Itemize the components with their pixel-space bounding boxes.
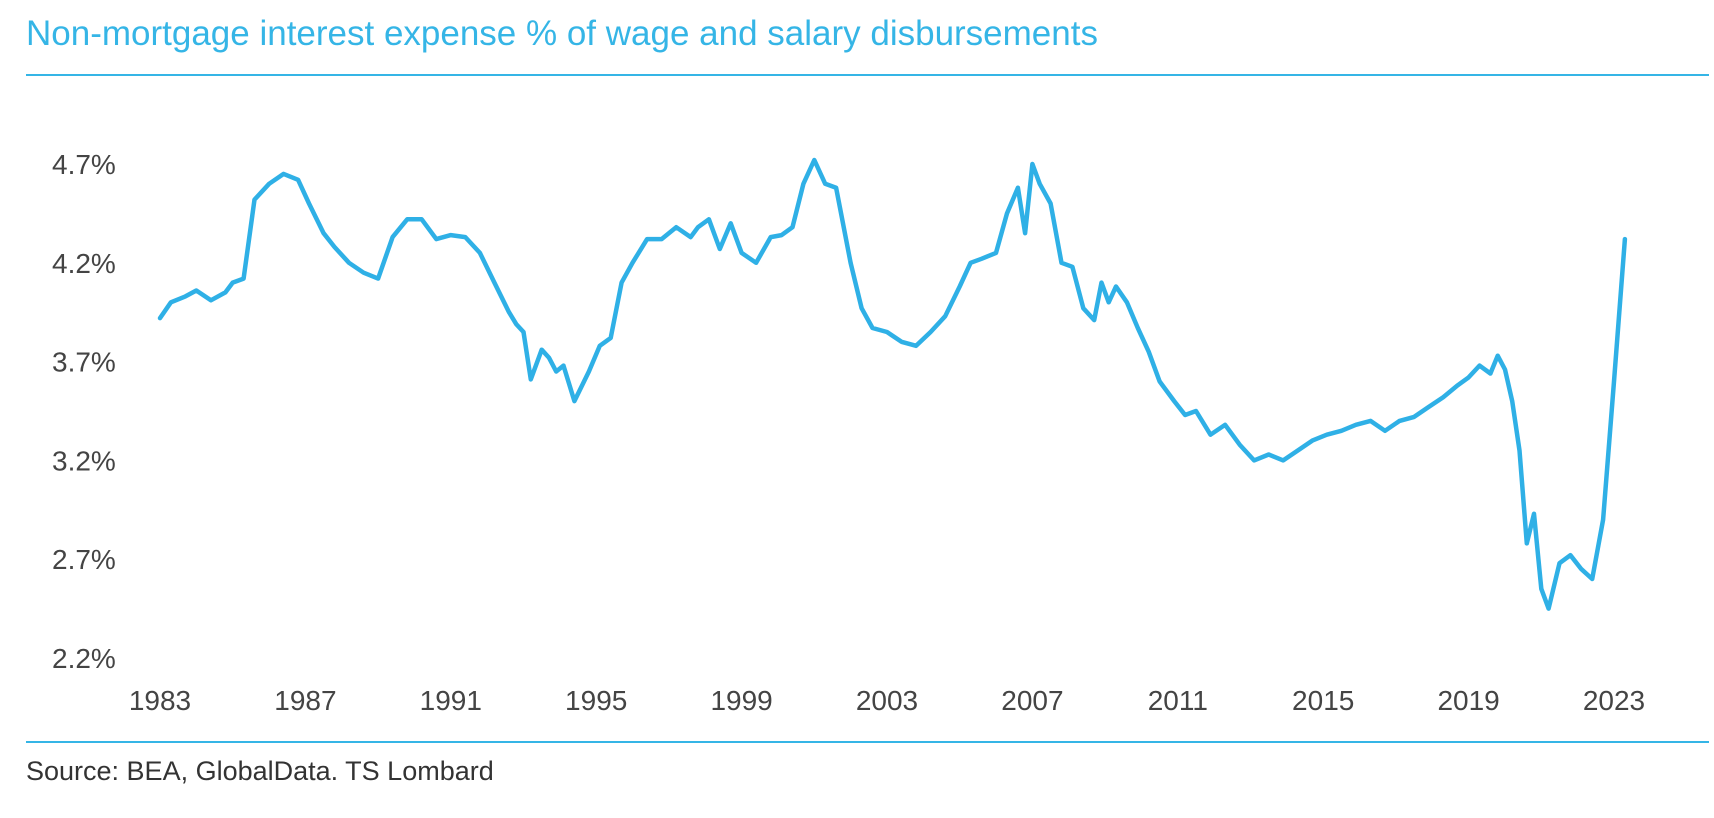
title-divider	[26, 74, 1709, 76]
chart-title: Non-mortgage interest expense % of wage …	[26, 14, 1098, 53]
line-chart: 2.2% 2.7% 3.2% 3.7% 4.2% 4.7% 1983 1987 1991 199…	[52, 149, 1645, 716]
y-tick-label: 2.2%	[52, 643, 116, 674]
x-tick-label: 1987	[274, 685, 336, 716]
y-axis: 2.2% 2.7% 3.2% 3.7% 4.2% 4.7%	[52, 149, 116, 674]
series-line	[157, 157, 1628, 611]
x-tick-label: 2019	[1437, 685, 1499, 716]
x-tick-label: 1999	[710, 685, 772, 716]
x-tick-label: 1991	[420, 685, 482, 716]
x-tick-label: 2023	[1583, 685, 1645, 716]
y-tick-label: 3.7%	[52, 347, 116, 378]
x-tick-label: 2011	[1148, 685, 1208, 716]
y-tick-label: 2.7%	[52, 544, 116, 575]
x-tick-label: 2015	[1292, 685, 1354, 716]
x-tick-label: 1983	[129, 685, 191, 716]
x-axis: 1983 1987 1991 1995 1999 2003 2007 2011 2015 2019…	[129, 685, 1645, 716]
y-tick-label: 4.7%	[52, 149, 116, 180]
y-tick-label: 3.2%	[52, 445, 116, 476]
source-divider	[26, 741, 1709, 743]
x-tick-label: 1995	[565, 685, 627, 716]
x-tick-label: 2007	[1001, 685, 1063, 716]
plot-area	[157, 157, 1628, 611]
y-tick-label: 4.2%	[52, 248, 116, 279]
x-tick-label: 2003	[856, 685, 918, 716]
source-note: Source: BEA, GlobalData. TS Lombard	[26, 756, 494, 786]
